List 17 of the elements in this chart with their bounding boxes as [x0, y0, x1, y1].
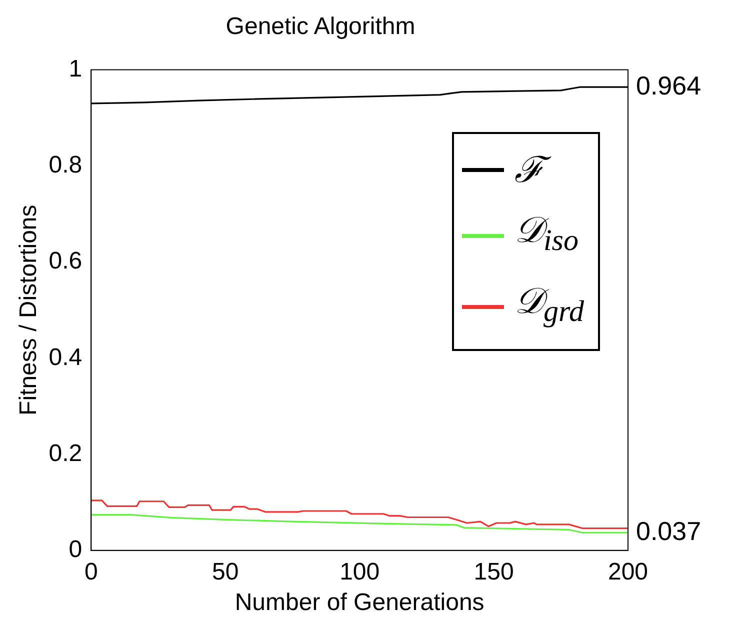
annotation: 0.037	[636, 516, 702, 546]
legend-label: 𝒟$_{grd}$	[514, 280, 584, 331]
x-tick-label: 50	[212, 558, 239, 586]
x-tick-label: 100	[340, 558, 380, 586]
y-tick-label: 0.6	[48, 248, 82, 275]
y-tick-label: 0.2	[48, 440, 82, 467]
y-tick-label: 1	[68, 55, 82, 82]
annotation: 0.964	[636, 70, 702, 100]
x-tick-label: 200	[608, 558, 648, 586]
legend-label: 𝒟$_{iso}$	[514, 209, 578, 260]
chart-title: Genetic Algorithm	[226, 13, 416, 40]
y-tick-label: 0.8	[48, 152, 82, 179]
x-axis-title: Number of Generations	[234, 589, 484, 616]
y-axis-title: Fitness / Distortions	[15, 204, 42, 416]
x-tick-label: 150	[474, 558, 514, 586]
y-tick-label: 0	[68, 536, 82, 564]
y-tick-label: 0.4	[48, 344, 82, 371]
